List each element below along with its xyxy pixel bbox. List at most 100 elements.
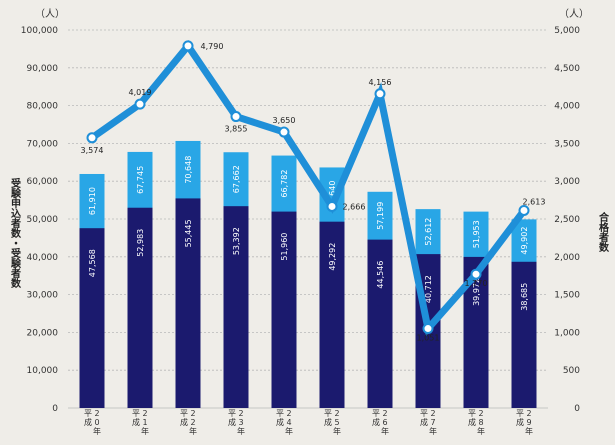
category-glyph: 2 <box>478 409 483 418</box>
right-tick-label: 5,000 <box>554 26 580 36</box>
left-tick-label: 50,000 <box>27 215 59 225</box>
left-tick-label: 100,000 <box>21 26 58 36</box>
category-glyph: 年 <box>333 426 341 436</box>
right-tick-label: 3,500 <box>554 139 580 149</box>
category-glyph: 平 <box>516 409 524 418</box>
right-tick-labels: 0 500 1,000 1,500 2,000 2,500 3,000 3,500 4,000 4… <box>554 26 580 414</box>
category-glyph: 平 <box>276 409 284 418</box>
right-unit-label: （人） <box>559 8 589 20</box>
category-glyph: 1 <box>142 418 147 427</box>
right-tick-label: 3,000 <box>554 177 580 187</box>
line-point <box>518 204 530 216</box>
bar-outer-label: 57,199 <box>376 202 385 230</box>
right-tick-label: 1,500 <box>554 291 580 301</box>
left-tick-label: 20,000 <box>27 328 59 338</box>
axes: （人） （人） 受験申込者数・受験者数 合格者数 <box>9 8 610 289</box>
line-point-label: 2,666 <box>343 202 366 211</box>
category-glyph: 年 <box>189 426 197 436</box>
bar-inner <box>127 207 153 408</box>
category-glyph: 2 <box>94 409 99 418</box>
line-point <box>134 98 146 110</box>
bar-outer-label: 67,662 <box>232 165 241 193</box>
category-glyph: 年 <box>429 426 437 436</box>
bar-outer-label: 49,902 <box>520 227 529 255</box>
left-tick-label: 0 <box>52 404 58 414</box>
line-point-label: 1,051 <box>417 334 440 343</box>
left-tick-labels: 0 10,000 20,000 30,000 40,000 50,000 60,000 70,… <box>21 26 58 414</box>
category-glyph: 平 <box>420 409 428 418</box>
line-point-label: 4,019 <box>129 88 152 97</box>
bar-outer-label: 67,745 <box>136 166 145 194</box>
category-glyph: 年 <box>477 426 485 436</box>
bar-inner <box>79 228 105 408</box>
category-glyph: 8 <box>478 418 483 427</box>
left-tick-label: 10,000 <box>27 366 59 376</box>
line-point-label: 3,650 <box>273 116 296 125</box>
bar-outer-label: 63,640 <box>328 181 337 209</box>
line-point-label: 1,770 <box>465 279 488 288</box>
line-point-label: 3,855 <box>225 125 248 134</box>
category-glyph: 平 <box>468 409 476 418</box>
line-point <box>470 268 482 280</box>
category-glyph: 2 <box>382 409 387 418</box>
bar-inner <box>223 206 249 408</box>
line-point <box>182 40 194 52</box>
right-tick-label: 0 <box>574 404 580 414</box>
bar-inner-label: 47,568 <box>88 249 97 277</box>
category-glyph: 年 <box>285 426 293 436</box>
bar-inner <box>511 261 537 408</box>
category-glyph: 平 <box>324 409 332 418</box>
right-tick-label: 500 <box>563 366 580 376</box>
category-glyph: 3 <box>238 418 243 427</box>
bar-inner <box>367 239 393 408</box>
line-point <box>278 126 290 138</box>
bar-inner-label: 51,960 <box>280 233 289 261</box>
left-tick-label: 90,000 <box>27 64 59 74</box>
left-tick-label: 60,000 <box>27 177 59 187</box>
category-glyph: 2 <box>526 409 531 418</box>
bar-inner <box>271 211 297 408</box>
category-glyph: 成 <box>468 417 476 427</box>
left-tick-label: 40,000 <box>27 253 59 263</box>
category-glyph: 成 <box>84 417 92 427</box>
line-point <box>230 111 242 123</box>
bar-outer-label: 61,910 <box>88 187 97 215</box>
category-glyph: 成 <box>276 417 284 427</box>
bars-inner-series: 47,568 52,983 55,445 53,392 51,960 49,292 44,5… <box>79 198 537 408</box>
bar-inner-label: 38,685 <box>520 283 529 311</box>
bar-inner-label: 52,983 <box>136 229 145 257</box>
category-glyph: 9 <box>526 418 531 427</box>
category-glyph: 5 <box>334 418 339 427</box>
bar-outer-label: 70,648 <box>184 156 193 184</box>
line-path <box>88 40 528 337</box>
category-glyph: 年 <box>93 426 101 436</box>
bar-outer-label: 51,953 <box>472 220 481 248</box>
bar-inner-label: 40,712 <box>424 275 433 303</box>
left-tick-label: 70,000 <box>27 139 59 149</box>
category-glyph: 成 <box>132 417 140 427</box>
line-point <box>374 88 386 100</box>
category-glyph: 年 <box>237 426 245 436</box>
bar-inner-label: 39,972 <box>472 278 481 306</box>
category-glyph: 平 <box>180 409 188 418</box>
category-glyph: 平 <box>132 409 140 418</box>
right-tick-label: 4,000 <box>554 102 580 112</box>
line-series: 3,574 4,019 4,790 3,855 3,650 2,666 4,156 1,051… <box>81 40 545 343</box>
category-glyph: 0 <box>94 418 99 427</box>
left-tick-label: 80,000 <box>27 102 59 112</box>
line-point <box>86 132 98 144</box>
right-tick-label: 4,500 <box>554 64 580 74</box>
right-tick-label: 2,000 <box>554 253 580 263</box>
right-axis-title: 合格者数 <box>597 211 610 253</box>
category-glyph: 2 <box>430 409 435 418</box>
bar-inner-label: 49,292 <box>328 243 337 271</box>
left-axis-title: 受験申込者数・受験者数 <box>9 177 22 289</box>
